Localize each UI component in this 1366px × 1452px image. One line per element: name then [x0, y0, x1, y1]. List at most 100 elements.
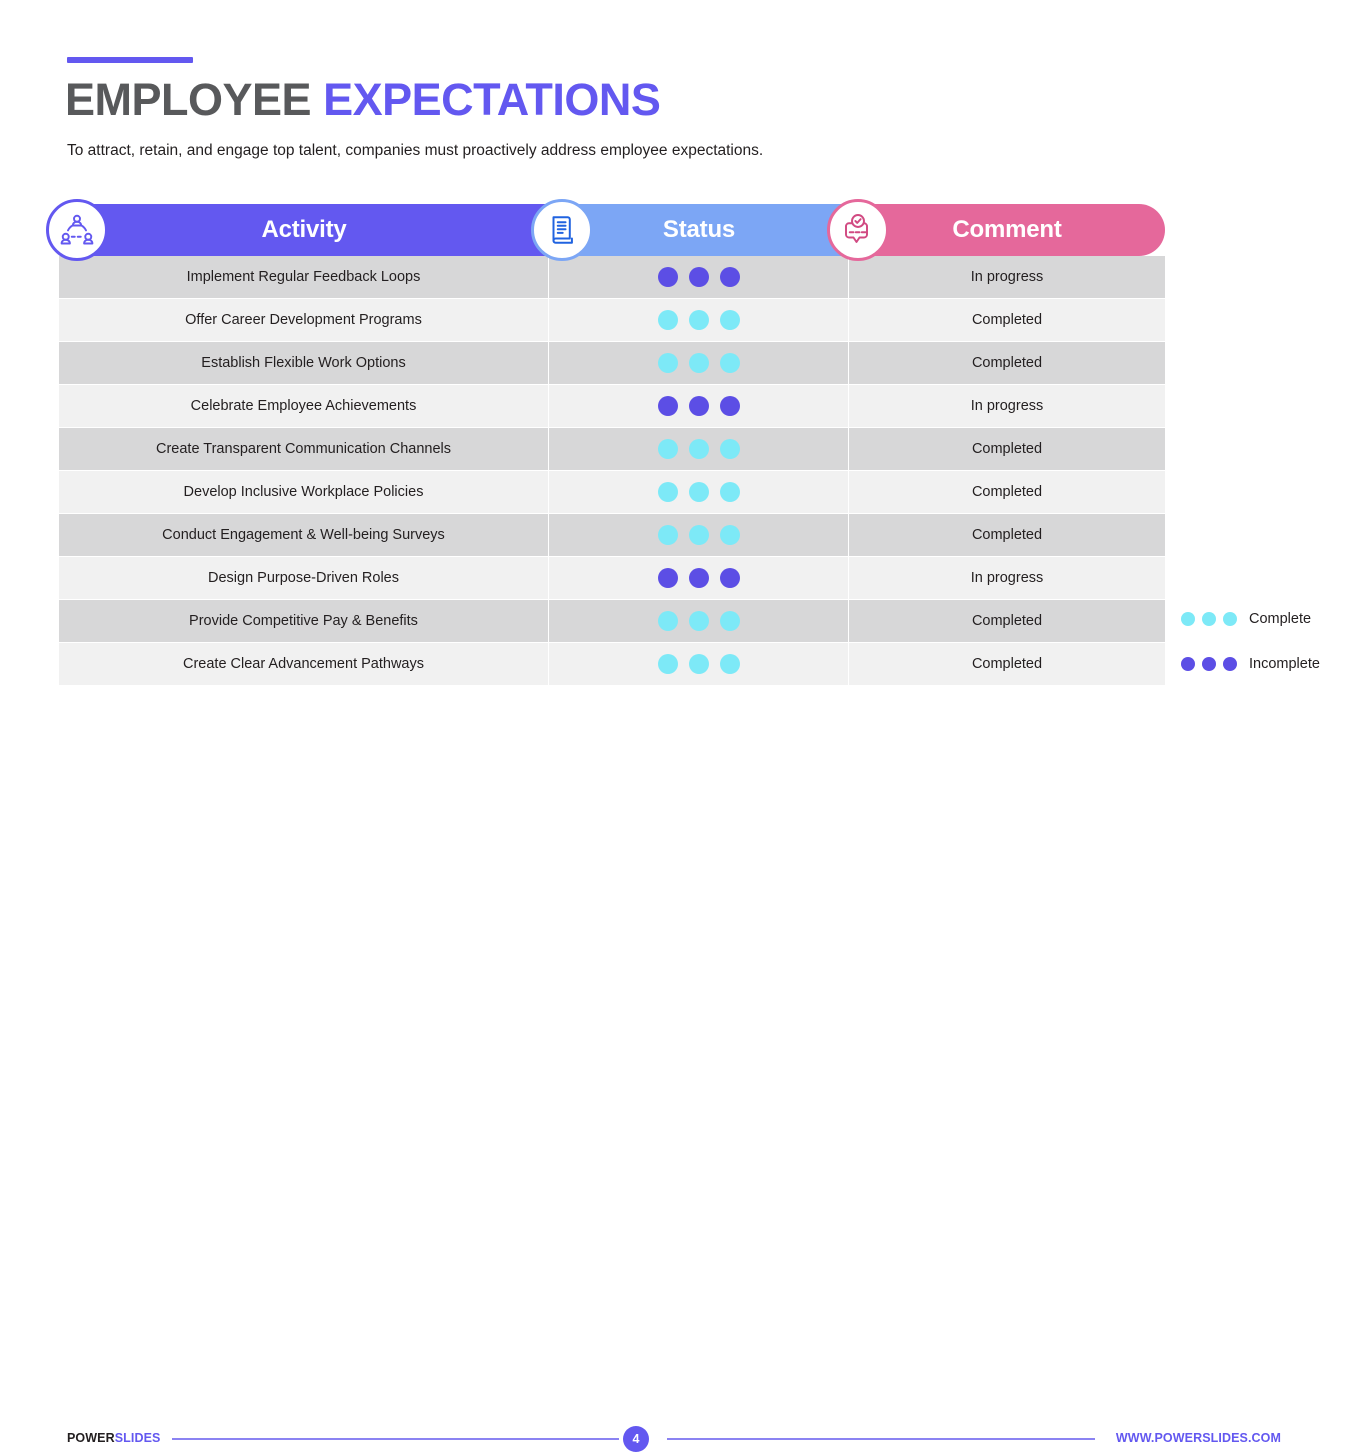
cell-activity: Create Transparent Communication Channel… [59, 427, 548, 471]
status-dot-complete [688, 353, 709, 374]
column-divider [848, 256, 849, 299]
table-row: Offer Career Development Programs Complet… [59, 298, 1165, 342]
status-dot-complete [688, 611, 709, 632]
cell-activity: Celebrate Employee Achievements [59, 384, 548, 428]
cell-comment: In progress [849, 256, 1165, 299]
cell-status [549, 341, 848, 385]
column-divider [548, 470, 549, 514]
status-dot-incomplete [719, 267, 740, 288]
status-dot-incomplete [719, 568, 740, 589]
column-divider [548, 642, 549, 686]
status-dot-complete [719, 439, 740, 460]
column-header-activity-label: Activity [261, 216, 347, 243]
cell-status [549, 256, 848, 299]
status-dot-incomplete [688, 396, 709, 417]
column-divider [548, 256, 549, 299]
cell-status [549, 513, 848, 557]
brand-part1: POWER [67, 1431, 115, 1445]
cell-activity: Develop Inclusive Workplace Policies [59, 470, 548, 514]
legend-item: Complete [1181, 604, 1320, 634]
cell-comment: Completed [849, 599, 1165, 643]
footer-website: WWW.POWERSLIDES.COM [1115, 1431, 1281, 1445]
legend-dot-incomplete [1223, 657, 1237, 671]
brand-logo: POWERSLIDES [67, 1431, 160, 1445]
legend-dot-complete [1181, 612, 1195, 626]
table-row: Celebrate Employee Achievements In progre… [59, 384, 1165, 428]
table-row: Establish Flexible Work Options Completed [59, 341, 1165, 385]
cell-status [549, 556, 848, 600]
cell-activity: Offer Career Development Programs [59, 298, 548, 342]
status-dots [657, 310, 740, 331]
document-list-icon [531, 199, 593, 261]
table-row: Develop Inclusive Workplace Policies Comp… [59, 470, 1165, 514]
cell-activity: Design Purpose-Driven Roles [59, 556, 548, 600]
status-dot-complete [719, 654, 740, 675]
status-dot-incomplete [688, 267, 709, 288]
status-dot-complete [719, 525, 740, 546]
status-dot-incomplete [719, 396, 740, 417]
slide: EMPLOYEE EXPECTATIONS To attract, retain… [0, 57, 1366, 1452]
status-dot-incomplete [657, 568, 678, 589]
cell-activity: Provide Competitive Pay & Benefits [59, 599, 548, 643]
cell-comment: In progress [849, 384, 1165, 428]
table-row: Implement Regular Feedback Loops In progr… [59, 256, 1165, 299]
legend-dot-incomplete [1202, 657, 1216, 671]
status-dot-complete [657, 654, 678, 675]
column-header-status: Status [549, 204, 849, 256]
status-dot-complete [688, 310, 709, 331]
cell-status [549, 599, 848, 643]
status-dots [657, 525, 740, 546]
status-dot-complete [688, 654, 709, 675]
brand-part2: SLIDES [114, 1431, 161, 1445]
legend-dot-complete [1202, 612, 1216, 626]
status-dots [657, 267, 740, 288]
status-dot-complete [657, 439, 678, 460]
status-dot-complete [688, 525, 709, 546]
cell-activity: Establish Flexible Work Options [59, 341, 548, 385]
cell-comment: Completed [849, 470, 1165, 514]
legend-dot-incomplete [1181, 657, 1195, 671]
cell-status [549, 427, 848, 471]
comment-check-icon [827, 199, 889, 261]
column-divider [548, 513, 549, 557]
column-divider [848, 427, 849, 471]
status-dots [657, 568, 740, 589]
legend-item: Incomplete [1181, 649, 1320, 679]
column-divider [848, 298, 849, 342]
title-accent-bar [67, 57, 193, 63]
status-dots [657, 611, 740, 632]
column-divider [548, 384, 549, 428]
status-dot-complete [657, 611, 678, 632]
column-header-comment: Comment [849, 204, 1165, 256]
table-body: Implement Regular Feedback Loops In progr… [59, 256, 1165, 686]
page-subtitle: To attract, retain, and engage top talen… [67, 142, 764, 159]
column-divider [848, 599, 849, 643]
table-row: Create Transparent Communication Channel… [59, 427, 1165, 471]
column-divider [848, 470, 849, 514]
status-legend: Complete Incomplete [1181, 604, 1320, 694]
column-header-status-label: Status [662, 216, 736, 243]
cell-comment: Completed [849, 427, 1165, 471]
column-divider [848, 341, 849, 385]
page-title-part1: EMPLOYEE [65, 74, 324, 125]
column-divider [848, 556, 849, 600]
page-title-part2: EXPECTATIONS [323, 74, 661, 125]
status-dot-complete [719, 611, 740, 632]
status-dot-incomplete [657, 396, 678, 417]
status-dot-incomplete [657, 267, 678, 288]
legend-dots [1181, 657, 1237, 671]
column-divider [848, 384, 849, 428]
legend-dots [1181, 612, 1237, 626]
legend-dot-complete [1223, 612, 1237, 626]
cell-comment: In progress [849, 556, 1165, 600]
cell-comment: Completed [849, 298, 1165, 342]
cell-comment: Completed [849, 513, 1165, 557]
cell-status [549, 298, 848, 342]
status-dots [657, 654, 740, 675]
team-network-icon [46, 199, 108, 261]
footer: POWERSLIDES 4 WWW.POWERSLIDES.COM [0, 714, 1366, 1452]
column-header-comment-label: Comment [952, 216, 1062, 243]
status-dots [657, 353, 740, 374]
status-dots [657, 439, 740, 460]
cell-status [549, 384, 848, 428]
